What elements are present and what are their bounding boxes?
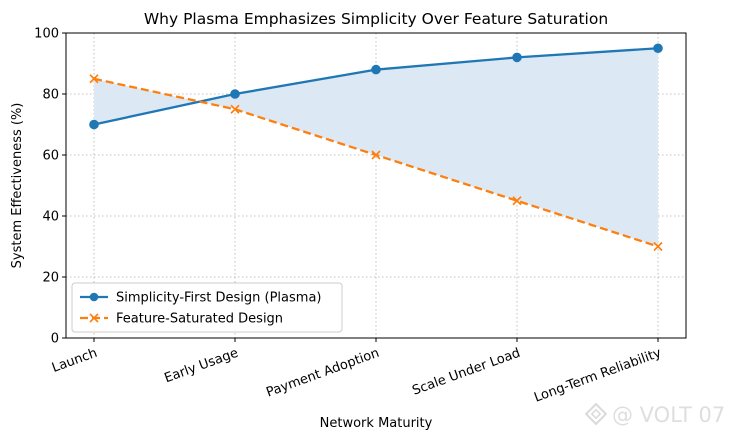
y-tick-label: 0: [51, 332, 59, 347]
data-point: [89, 119, 99, 130]
data-point: [230, 89, 240, 99]
data-point: [512, 52, 522, 63]
data-point: [230, 104, 240, 114]
y-tick-label: 60: [42, 149, 59, 164]
series-1: [89, 43, 663, 130]
legend-box: [71, 282, 343, 333]
legend-item-2: Feature-Saturated Design: [80, 312, 283, 327]
data-point: [371, 150, 381, 160]
watermark: @ VOLT 07: [584, 402, 725, 427]
data-point: [653, 43, 663, 54]
y-tick-label: 80: [42, 88, 59, 103]
y-axis-label: System Effectiveness (%): [10, 103, 25, 269]
y-tick-label: 20: [42, 271, 59, 286]
y-axis: 0 20 40 60 80 100: [34, 27, 66, 347]
data-point: [512, 196, 522, 206]
legend-marker: [89, 292, 99, 302]
y-tick-label: 40: [42, 210, 59, 225]
series-layer: [89, 43, 663, 252]
series-2: [89, 74, 663, 252]
y-tick-label: 100: [34, 27, 59, 42]
x-axis-label: Network Maturity: [320, 416, 433, 431]
watermark-logo-icon: [584, 402, 608, 426]
legend-label: Feature-Saturated Design: [116, 312, 283, 327]
data-point: [653, 241, 663, 252]
chart-title: Why Plasma Emphasizes Simplicity Over Fe…: [144, 10, 608, 28]
legend: Simplicity-First Design (Plasma) Feature-…: [71, 282, 343, 333]
watermark-text: @ VOLT 07: [612, 403, 725, 427]
data-point: [89, 74, 99, 84]
legend-item-1: Simplicity-First Design (Plasma): [80, 291, 322, 306]
legend-label: Simplicity-First Design (Plasma): [116, 291, 322, 306]
data-point: [371, 64, 381, 75]
